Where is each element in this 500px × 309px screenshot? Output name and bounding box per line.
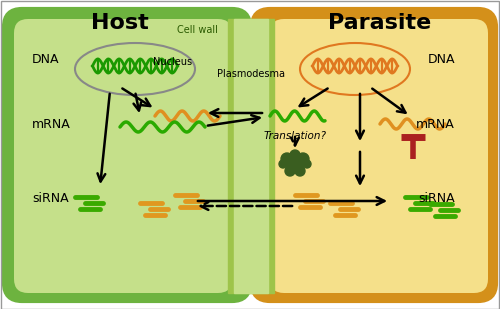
Circle shape: [286, 155, 304, 173]
FancyBboxPatch shape: [252, 9, 496, 301]
Text: DNA: DNA: [32, 53, 60, 66]
FancyBboxPatch shape: [270, 19, 488, 293]
Circle shape: [303, 160, 311, 168]
Text: Plasmodesma: Plasmodesma: [217, 69, 285, 79]
Circle shape: [295, 166, 305, 176]
Circle shape: [279, 160, 287, 168]
Circle shape: [281, 153, 293, 165]
Text: DNA: DNA: [428, 53, 455, 66]
Text: Nucleus: Nucleus: [153, 57, 192, 67]
Text: Translation?: Translation?: [264, 131, 326, 141]
Text: siRNA: siRNA: [418, 193, 455, 205]
FancyBboxPatch shape: [4, 9, 250, 301]
Text: Parasite: Parasite: [328, 13, 432, 33]
Text: mRNA: mRNA: [32, 117, 71, 130]
Text: mRNA: mRNA: [416, 117, 455, 130]
Bar: [234, 19, 268, 293]
Circle shape: [285, 166, 295, 176]
Text: Cell wall: Cell wall: [177, 25, 218, 35]
Bar: [228, 19, 274, 293]
Text: Host: Host: [91, 13, 149, 33]
FancyBboxPatch shape: [14, 19, 232, 293]
Circle shape: [297, 153, 309, 165]
Circle shape: [290, 150, 300, 160]
Text: siRNA: siRNA: [32, 193, 68, 205]
